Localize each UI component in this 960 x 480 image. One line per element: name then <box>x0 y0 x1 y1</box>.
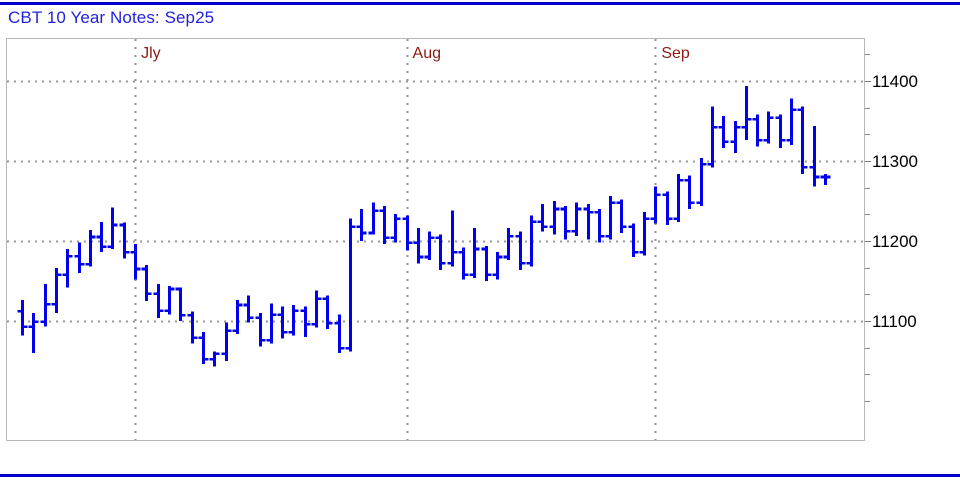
ohlc-bar <box>402 215 413 251</box>
ohlc-bar <box>130 244 141 280</box>
ohlc-bar <box>413 228 424 264</box>
ohlc-bar <box>458 247 469 280</box>
ohlc-bar <box>153 284 164 318</box>
top-accent-rule <box>0 2 960 5</box>
ohlc-bar <box>175 287 186 321</box>
ohlc-bar <box>209 351 220 367</box>
ohlc-bar <box>345 218 356 352</box>
ohlc-bar <box>492 252 503 280</box>
ohlc-bar <box>96 221 107 253</box>
ohlc-bar <box>141 265 152 301</box>
ohlc-bar <box>763 111 774 144</box>
ohlc-bar <box>481 245 492 281</box>
ohlc-bar <box>62 249 73 288</box>
y-axis-tick-marks <box>865 53 871 403</box>
ohlc-bar <box>639 212 650 256</box>
y-axis-tick-label: 11200 <box>872 232 919 251</box>
ohlc-bar <box>605 196 616 240</box>
ohlc-bar <box>696 157 707 206</box>
ohlc-bar <box>447 210 458 267</box>
ohlc-bar <box>266 303 277 344</box>
ohlc-bar <box>74 242 85 273</box>
y-axis-tick-label: 11100 <box>872 312 917 331</box>
ohlc-bar <box>583 204 594 240</box>
ohlc-bar <box>379 205 390 245</box>
ohlc-bar <box>221 322 232 361</box>
ohlc-bar <box>277 306 288 339</box>
ohlc-bar <box>40 284 51 327</box>
ohlc-chart-svg <box>7 39 864 440</box>
ohlc-bar <box>707 106 718 168</box>
ohlc-bar <box>786 98 797 145</box>
ohlc-bar <box>198 332 209 365</box>
y-axis-label-group: 11100 11200 11300 11400 <box>872 38 960 441</box>
ohlc-bar <box>503 228 514 261</box>
ohlc-bar <box>752 114 763 147</box>
ohlc-bar <box>288 305 299 336</box>
ohlc-bar <box>515 231 526 270</box>
ohlc-bar <box>650 186 661 224</box>
ohlc-bar <box>797 106 808 174</box>
ohlc-bar <box>334 314 345 353</box>
page-title: CBT 10 Year Notes: Sep25 <box>8 8 215 27</box>
ohlc-bar <box>164 285 175 315</box>
ohlc-bar <box>718 116 729 149</box>
ohlc-bar <box>616 199 627 233</box>
ohlc-bar <box>356 209 367 241</box>
ohlc-bar <box>809 125 820 187</box>
ohlc-bar <box>119 222 130 259</box>
ohlc-bar <box>255 313 266 347</box>
bottom-accent-rule <box>0 474 960 477</box>
ohlc-bar <box>526 215 537 267</box>
ohlc-bar-group <box>17 85 831 367</box>
ohlc-bar <box>594 209 605 243</box>
ohlc-bar <box>322 295 333 329</box>
ohlc-bar <box>300 306 311 337</box>
ohlc-bar <box>549 201 560 235</box>
ohlc-bar <box>571 202 582 237</box>
ohlc-bar <box>684 175 695 209</box>
ohlc-bar <box>730 121 741 153</box>
ohlc-bar <box>85 229 96 267</box>
ohlc-bar <box>662 191 673 225</box>
ohlc-bar <box>187 311 198 344</box>
y-axis-tick-label: 11400 <box>872 72 919 91</box>
ohlc-bar <box>390 213 401 243</box>
x-axis-month-label: Aug <box>412 45 441 62</box>
ohlc-bar <box>311 290 322 328</box>
ohlc-bar <box>17 300 28 336</box>
ohlc-bar <box>741 85 752 141</box>
ohlc-bar <box>673 173 684 222</box>
x-axis-month-label: Jly <box>141 45 161 62</box>
ohlc-bar <box>820 173 831 185</box>
ohlc-bar <box>28 313 39 353</box>
chart-plot-area <box>6 38 865 441</box>
ohlc-bar <box>107 207 118 249</box>
ohlc-bar <box>628 223 639 257</box>
ohlc-bar <box>560 205 571 240</box>
x-axis-month-label: Sep <box>661 45 690 62</box>
ohlc-bar <box>435 234 446 270</box>
ohlc-bar <box>51 268 62 313</box>
ohlc-bar <box>232 300 243 334</box>
ohlc-bar <box>243 295 254 323</box>
ohlc-bar <box>775 114 786 149</box>
ohlc-bar <box>537 204 548 232</box>
ohlc-bar <box>469 228 480 278</box>
ohlc-bar <box>424 231 435 261</box>
y-axis-tick-label: 11300 <box>872 152 919 171</box>
ohlc-bar <box>368 202 379 235</box>
